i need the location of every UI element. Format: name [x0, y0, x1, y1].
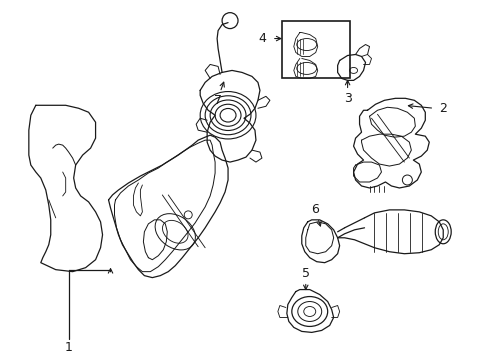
Text: 6: 6 [310, 203, 318, 216]
Text: 5: 5 [301, 267, 309, 280]
Text: 7: 7 [214, 94, 222, 107]
Text: 1: 1 [64, 341, 73, 354]
Text: 3: 3 [343, 92, 351, 105]
Bar [281, 21, 349, 78]
Text: 2: 2 [438, 102, 446, 115]
Text: 4: 4 [258, 32, 265, 45]
